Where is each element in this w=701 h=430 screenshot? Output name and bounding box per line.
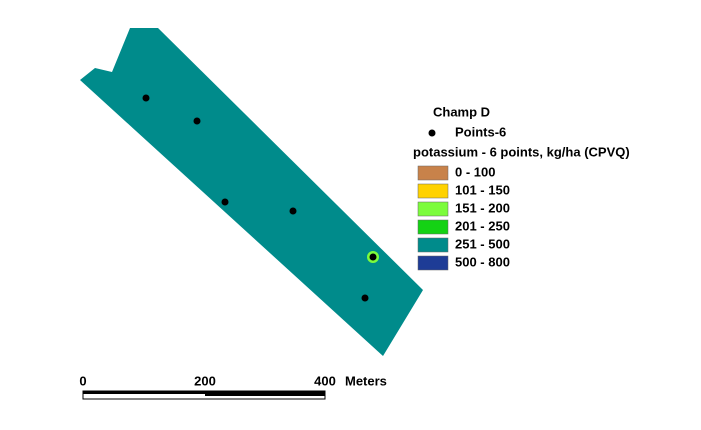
scale-bar-segment xyxy=(83,391,205,394)
legend-swatch xyxy=(417,255,449,271)
legend-surface-label: potassium - 6 points, kg/ha (CPVQ) xyxy=(413,144,630,159)
sample-point xyxy=(221,198,229,206)
scale-bar-segment xyxy=(205,391,325,396)
sample-point xyxy=(193,117,201,125)
legend-point-symbol xyxy=(428,129,436,137)
field-surface xyxy=(80,28,423,356)
sample-points xyxy=(142,94,377,302)
legend-points-label: Points-6 xyxy=(455,124,506,139)
legend-swatch xyxy=(417,201,449,217)
sample-point xyxy=(289,207,297,215)
sample-point xyxy=(369,253,377,261)
scale-unit: Meters xyxy=(345,373,387,388)
legend-class-label: 251 - 500 xyxy=(455,236,510,251)
legend-class-label: 500 - 800 xyxy=(455,254,510,269)
legend-swatch xyxy=(417,219,449,235)
legend-swatch xyxy=(417,183,449,199)
scale-label: 0 xyxy=(79,373,86,388)
legend-class-label: 151 - 200 xyxy=(455,200,510,215)
legend-class-label: 0 - 100 xyxy=(455,164,495,179)
legend-class-label: 101 - 150 xyxy=(455,182,510,197)
legend-class-label: 201 - 250 xyxy=(455,218,510,233)
legend-swatch xyxy=(417,165,449,181)
legend-title: Champ D xyxy=(433,104,490,119)
legend-swatch xyxy=(417,237,449,253)
sample-point xyxy=(142,94,150,102)
scale-label: 400 xyxy=(314,373,336,388)
sample-point xyxy=(361,294,369,302)
scale-label: 200 xyxy=(194,373,216,388)
